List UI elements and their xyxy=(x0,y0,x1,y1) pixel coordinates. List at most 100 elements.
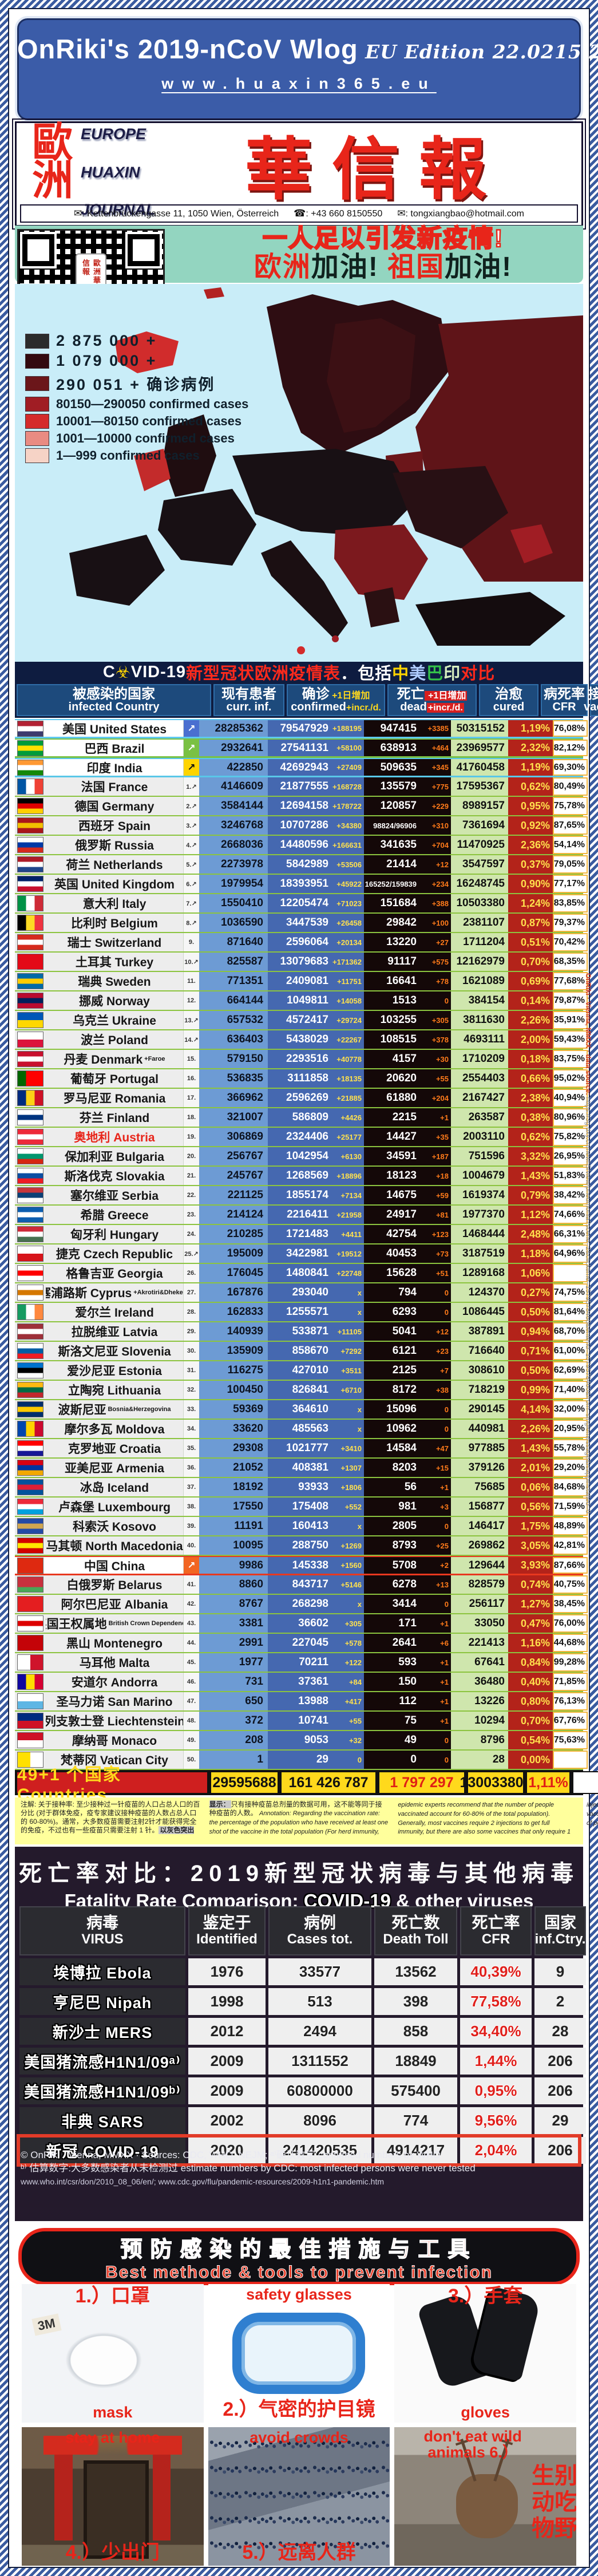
annotation-cn2: 只有接种疫苗总剂量的数据可用，这不能等同于接种疫苗的人数。 xyxy=(209,1800,382,1817)
cfr-value: 0,95% xyxy=(508,797,553,815)
flag-cell xyxy=(15,1050,46,1068)
title-part: C xyxy=(102,662,116,681)
cases-total: 8096 xyxy=(268,2107,371,2134)
identified-year: 2009 xyxy=(188,2077,266,2104)
column-header-cn: 确诊 +1日增加 xyxy=(302,686,370,702)
fatality-column-en: inf.Ctry. xyxy=(534,1931,586,1947)
vaccination-rate-value: 59,43% xyxy=(553,1030,588,1049)
confirmed-value: 5842989 xyxy=(286,858,328,870)
current-infected-value: 195009 xyxy=(199,1244,268,1263)
rank-cell: 34. xyxy=(183,1420,199,1438)
flag-cell xyxy=(15,759,46,776)
dead-value: 14675 xyxy=(386,1189,417,1201)
confirmed-cell: 1721483 +4411 xyxy=(268,1225,364,1243)
virus-name: 埃博拉 Ebola xyxy=(19,1958,185,1985)
confirmed-value: 10741 xyxy=(298,1714,328,1726)
fatality-column-cn: 死亡数 xyxy=(391,1914,440,1932)
cfr-value: 0,79% xyxy=(508,1186,553,1204)
vaccination-rate-value: 40,94% xyxy=(553,1089,588,1107)
flag-cell xyxy=(15,1108,46,1127)
dead-increase: +1 xyxy=(440,1677,449,1686)
current-infected-value: 214124 xyxy=(199,1206,268,1224)
vaccination-rate-value: 20,95% xyxy=(553,1420,588,1438)
email-address[interactable]: tongxiangbao@hotmail.com xyxy=(410,209,524,219)
vaccination-rate-value: 61,00% xyxy=(553,1342,588,1360)
cfr-value: 3,05% xyxy=(508,1536,553,1555)
flag-cell xyxy=(15,914,46,932)
confirmed-increase: +5146 xyxy=(340,1580,362,1589)
cases-total-text: 1311552 xyxy=(291,2052,348,2069)
table-row: 立陶宛 Lithuania 32. 100450 826841 +6710 8172 +38… xyxy=(15,1381,588,1400)
fatality-footer: © OnRiki · Vienna, MMXX · Sources: CDC, … xyxy=(21,2149,577,2188)
cured-value: 1711204 xyxy=(451,933,508,951)
infected-countries: 29 xyxy=(534,2107,586,2134)
dead-cell: 24917 +81 xyxy=(364,1206,451,1224)
confirmed-cell: 3422981 +19512 xyxy=(268,1244,364,1263)
cfr-value: 0,62% xyxy=(508,1128,553,1146)
column-header-en: confirmed+incr./d. xyxy=(291,701,381,714)
confirmed-value: 364610 xyxy=(292,1403,328,1415)
column-header: 治愈 cured xyxy=(479,684,538,716)
identified-year: 2012 xyxy=(188,2018,266,2045)
site-url[interactable]: www.huaxin365.eu xyxy=(161,75,437,92)
confirmed-cell: 37361 +84 xyxy=(268,1673,364,1691)
cured-value: 67641 xyxy=(451,1653,508,1672)
country-name: 格鲁吉亚 Georgia xyxy=(66,1267,163,1281)
current-infected-value: 210285 xyxy=(199,1225,268,1243)
confirmed-cell: 12205474 +71023 xyxy=(268,894,364,912)
flag-cell xyxy=(15,894,46,912)
prevention-tile-home: stay at home 4.）少出门 xyxy=(22,2427,204,2566)
dead-cell: 165252/159839 +234 xyxy=(364,875,451,893)
table-row: 芬兰 Finland 18. 321007 586809 +4426 2215 +1 2635… xyxy=(15,1108,588,1128)
virus-cfr-text: 77,58% xyxy=(470,1993,521,2010)
current-infected-value: 731 xyxy=(199,1673,268,1691)
legend-item: 1001—10000 confirmed cases xyxy=(25,431,248,446)
source-url[interactable]: https://3g.dxy.cn/newh5/view/pneumonia?s… xyxy=(584,1097,592,1514)
country-name: 罗马尼亚 Romania xyxy=(63,1092,166,1105)
dead-value: 34591 xyxy=(386,1150,417,1162)
confirmed-value: 70211 xyxy=(299,1656,328,1668)
confirmed-value: 826841 xyxy=(292,1384,328,1396)
flag-icon xyxy=(17,1012,43,1028)
fatality-footer-urls[interactable]: www.who.int/csr/don/2010_08_06/en/; www.… xyxy=(21,2176,385,2186)
dead-cell: 6293 0 xyxy=(364,1303,451,1321)
flag-cell xyxy=(15,991,46,1010)
dead-increase: +1 xyxy=(440,1619,449,1628)
title-part: ．包括 xyxy=(340,665,393,683)
vaccination-rate-value: 32,00% xyxy=(553,1400,588,1419)
cured-value: 290145 xyxy=(451,1400,508,1419)
dead-value: 8172 xyxy=(392,1384,417,1396)
country-name: 冰岛 Iceland xyxy=(80,1481,149,1495)
table-row: 土耳其 Turkey 10.↗ 825587 13079683 +171362 91117… xyxy=(15,953,588,972)
dead-value: 6121 xyxy=(392,1345,417,1357)
table-row: 马耳他 Malta 45. 1977 70211 +122 593 +1 67641 0,84%… xyxy=(15,1653,588,1673)
current-infected-value: 8860 xyxy=(199,1575,268,1594)
flag-cell xyxy=(15,777,46,796)
street-address: Kettenbrückengasse 11, 1050 Wien, Österr… xyxy=(87,209,279,219)
legend-item: 2 875 000 + xyxy=(25,332,248,350)
flag-cell xyxy=(15,1303,46,1321)
country-name: 西班牙 Spain xyxy=(78,820,151,833)
virus-name-text: 新冠 COVID-19 xyxy=(46,2143,159,2160)
mail-icon: ✉ xyxy=(74,208,82,219)
dead-value: 120857 xyxy=(380,800,417,812)
rank-cell: 44. xyxy=(183,1634,199,1652)
country-name-suffix: British Crown Dependencies xyxy=(108,1620,183,1627)
legend-item: 80150—290050 confirmed cases xyxy=(25,397,248,412)
cfr-value: 0,37% xyxy=(508,855,553,874)
dead-cell: 75 +1 xyxy=(364,1712,451,1730)
table-row: 美国 United States ↗ 28285362 79547929 +188195… xyxy=(15,719,588,738)
table-row: 意大利 Italy 7.↗ 1550410 12205474 +71023 151684 +… xyxy=(15,894,588,914)
cfr-value: 0,94% xyxy=(508,1322,553,1341)
fatality-row: 新冠 COVID-19 2020 241420535 4914217 2,04% 206 xyxy=(17,2134,586,2167)
flag-cell xyxy=(15,1731,46,1749)
fatality-column-en: CFR xyxy=(481,1931,510,1947)
table-row: 印度 India ↗ 422850 42692943 +27409 509635 +345 4… xyxy=(15,758,588,777)
vaccination-rate-value: 82,12% xyxy=(553,740,588,756)
table-row: 卢森堡 Luxembourg 38. 17550 175408 +552 981 +3 156… xyxy=(15,1498,588,1517)
goggles-photo xyxy=(208,2284,390,2423)
column-header-en: CFR xyxy=(552,701,576,714)
cured-value: 13226 xyxy=(451,1692,508,1710)
current-infected-value: 10095 xyxy=(199,1536,268,1555)
cfr-value: 0,18% xyxy=(508,1050,553,1068)
